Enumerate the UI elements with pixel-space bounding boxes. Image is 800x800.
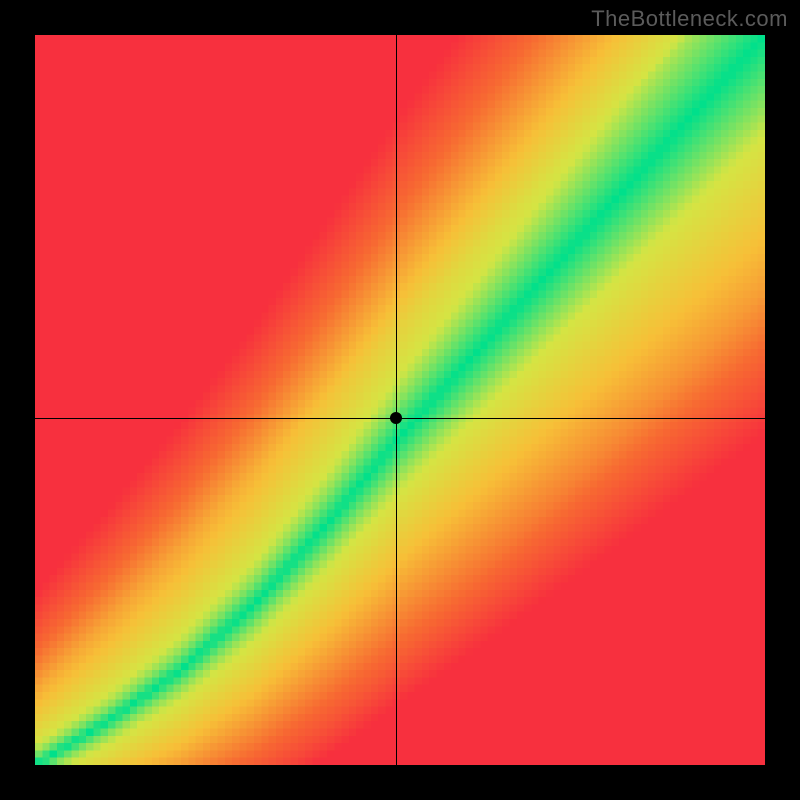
heatmap-plot — [35, 35, 765, 765]
crosshair-marker — [390, 412, 402, 424]
crosshair-vertical — [396, 35, 397, 765]
watermark-text: TheBottleneck.com — [591, 6, 788, 32]
heatmap-canvas — [35, 35, 765, 765]
